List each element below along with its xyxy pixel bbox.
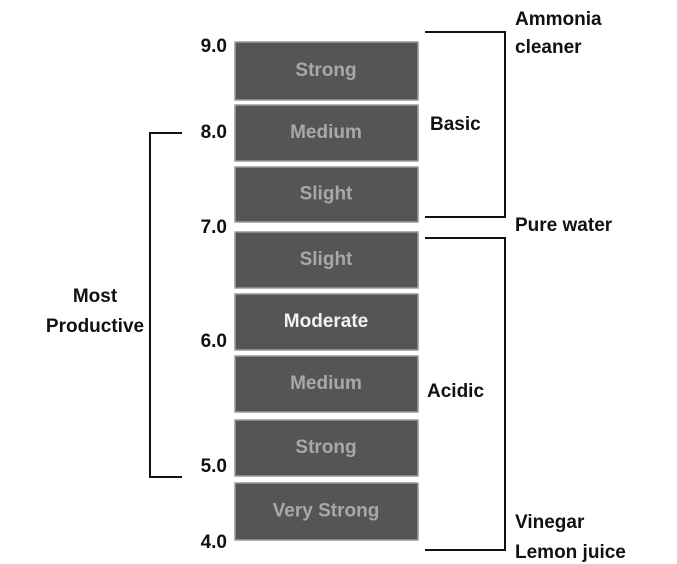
- level-box: [234, 293, 419, 351]
- level-label: Moderate: [284, 311, 368, 332]
- acidic-bracket: [425, 237, 506, 551]
- level-box: [234, 231, 419, 289]
- example-label: Vinegar: [515, 512, 585, 533]
- scale-label: 5.0: [201, 456, 227, 477]
- group-label: Acidic: [427, 381, 484, 402]
- level-box: [234, 355, 419, 413]
- productive-bracket: [149, 132, 182, 478]
- level-box: [234, 419, 419, 477]
- scale-labels: 9.0 8.0 7.0 6.0 5.0 4.0: [201, 36, 227, 553]
- example-label: Pure water: [515, 215, 613, 236]
- level-label: Strong: [295, 60, 356, 81]
- level-box: [234, 166, 419, 223]
- group-label: Most: [73, 286, 118, 307]
- level-box: [234, 41, 419, 101]
- scale-label: 8.0: [201, 122, 227, 143]
- scale-label: 9.0: [201, 36, 227, 57]
- example-label: Lemon juice: [515, 542, 626, 563]
- group-label: Productive: [46, 316, 144, 337]
- scale-label: 7.0: [201, 217, 227, 238]
- level-label: Medium: [290, 122, 362, 143]
- level-boxes: Strong Medium Slight Slight Moderate Medium St…: [234, 41, 419, 541]
- scale-label: 6.0: [201, 331, 227, 352]
- level-label: Strong: [295, 437, 356, 458]
- group-label: Basic: [430, 114, 481, 135]
- example-label: cleaner: [515, 37, 582, 58]
- level-box: [234, 482, 419, 541]
- level-label: Very Strong: [273, 501, 380, 522]
- level-label: Medium: [290, 373, 362, 394]
- basic-bracket: [425, 31, 506, 218]
- level-label: Slight: [300, 249, 353, 270]
- scale-label: 4.0: [201, 532, 227, 553]
- level-label: Slight: [300, 184, 353, 205]
- example-label: Ammonia: [515, 9, 602, 30]
- level-box: [234, 104, 419, 162]
